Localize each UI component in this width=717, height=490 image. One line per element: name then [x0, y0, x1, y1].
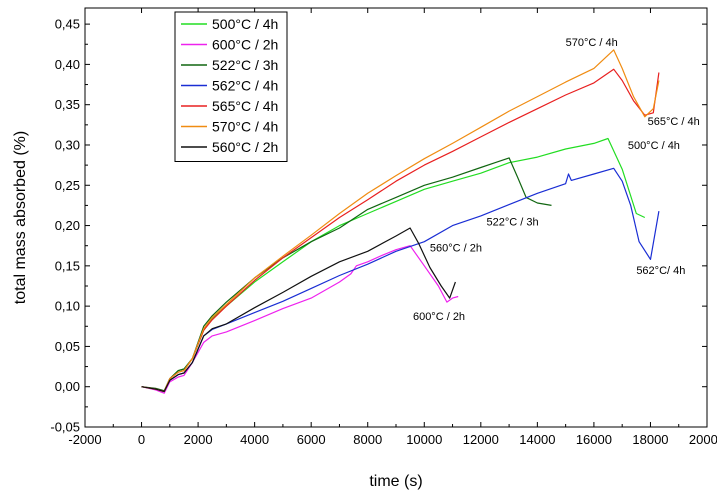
y-tick-label: 0,05: [55, 339, 80, 354]
annotation-label: 500°C / 4h: [628, 140, 680, 152]
annotation-group: 570°C / 4h 565°C / 4h 500°C / 4h 522°C / 3h…: [413, 37, 700, 323]
x-tick-group: -2000 0 2000 4000 6000 8000 10000 12000 14000 160…: [68, 8, 717, 447]
y-tick-label: 0,45: [55, 17, 80, 32]
legend-entry: 500°C / 4h: [212, 16, 278, 32]
y-tick-label: 0,40: [55, 57, 80, 72]
x-tick-label: 2000: [184, 432, 213, 447]
annotation-label: 522°C / 3h: [486, 217, 538, 229]
annotation-label: 570°C / 4h: [566, 37, 618, 49]
legend-entry: 562°C / 4h: [212, 78, 278, 94]
legend-entry: 522°C / 3h: [212, 57, 278, 73]
annotation-label: 562°C/ 4h: [636, 265, 685, 277]
x-tick-label: 16000: [576, 432, 612, 447]
y-tick-label: 0,25: [55, 178, 80, 193]
legend-box: [174, 11, 288, 162]
x-axis-title: time (s): [369, 473, 422, 490]
x-tick-label: 10000: [406, 432, 442, 447]
legend-entry: 565°C / 4h: [212, 98, 278, 114]
annotation-label: 600°C / 2h: [413, 311, 465, 323]
series-line-2: [141, 157, 552, 392]
x-tick-label: 8000: [353, 432, 382, 447]
x-tick-label: 14000: [519, 432, 555, 447]
y-tick-label: 0,35: [55, 97, 80, 112]
x-tick-label: 12000: [463, 432, 499, 447]
x-tick-label: 0: [138, 432, 145, 447]
legend-entry: 570°C / 4h: [212, 119, 278, 135]
x-tick-label: 4000: [240, 432, 269, 447]
legend-entry: 560°C / 2h: [212, 139, 278, 155]
y-tick-label: 0,20: [55, 218, 80, 233]
annotation-label: 565°C / 4h: [648, 116, 700, 128]
x-tick-label: -2000: [68, 432, 101, 447]
series-line-6: [141, 227, 456, 393]
y-tick-label: -0,05: [50, 420, 80, 435]
legend: 500°C / 4h 600°C / 2h 522°C / 3h 562°C / 4h…: [174, 11, 288, 162]
series-group: [141, 49, 660, 394]
x-tick-label: 6000: [297, 432, 326, 447]
legend-entry: 600°C / 2h: [212, 37, 278, 53]
series-line-1: [141, 245, 459, 394]
y-tick-label: 0,30: [55, 137, 80, 152]
y-tick-label: 0,00: [55, 379, 80, 394]
y-tick-group: -0,05 0,00 0,05 0,10 0,15 0,20 0,25 0,30 0,35 0,4…: [50, 17, 707, 435]
y-tick-label: 0,15: [55, 258, 80, 273]
x-tick-label: 18000: [632, 432, 668, 447]
y-axis-title: total mass absorbed (%): [12, 131, 29, 304]
series-line-5: [141, 49, 660, 393]
annotation-label: 560°C / 2h: [430, 242, 482, 254]
y-tick-label: 0,10: [55, 299, 80, 314]
